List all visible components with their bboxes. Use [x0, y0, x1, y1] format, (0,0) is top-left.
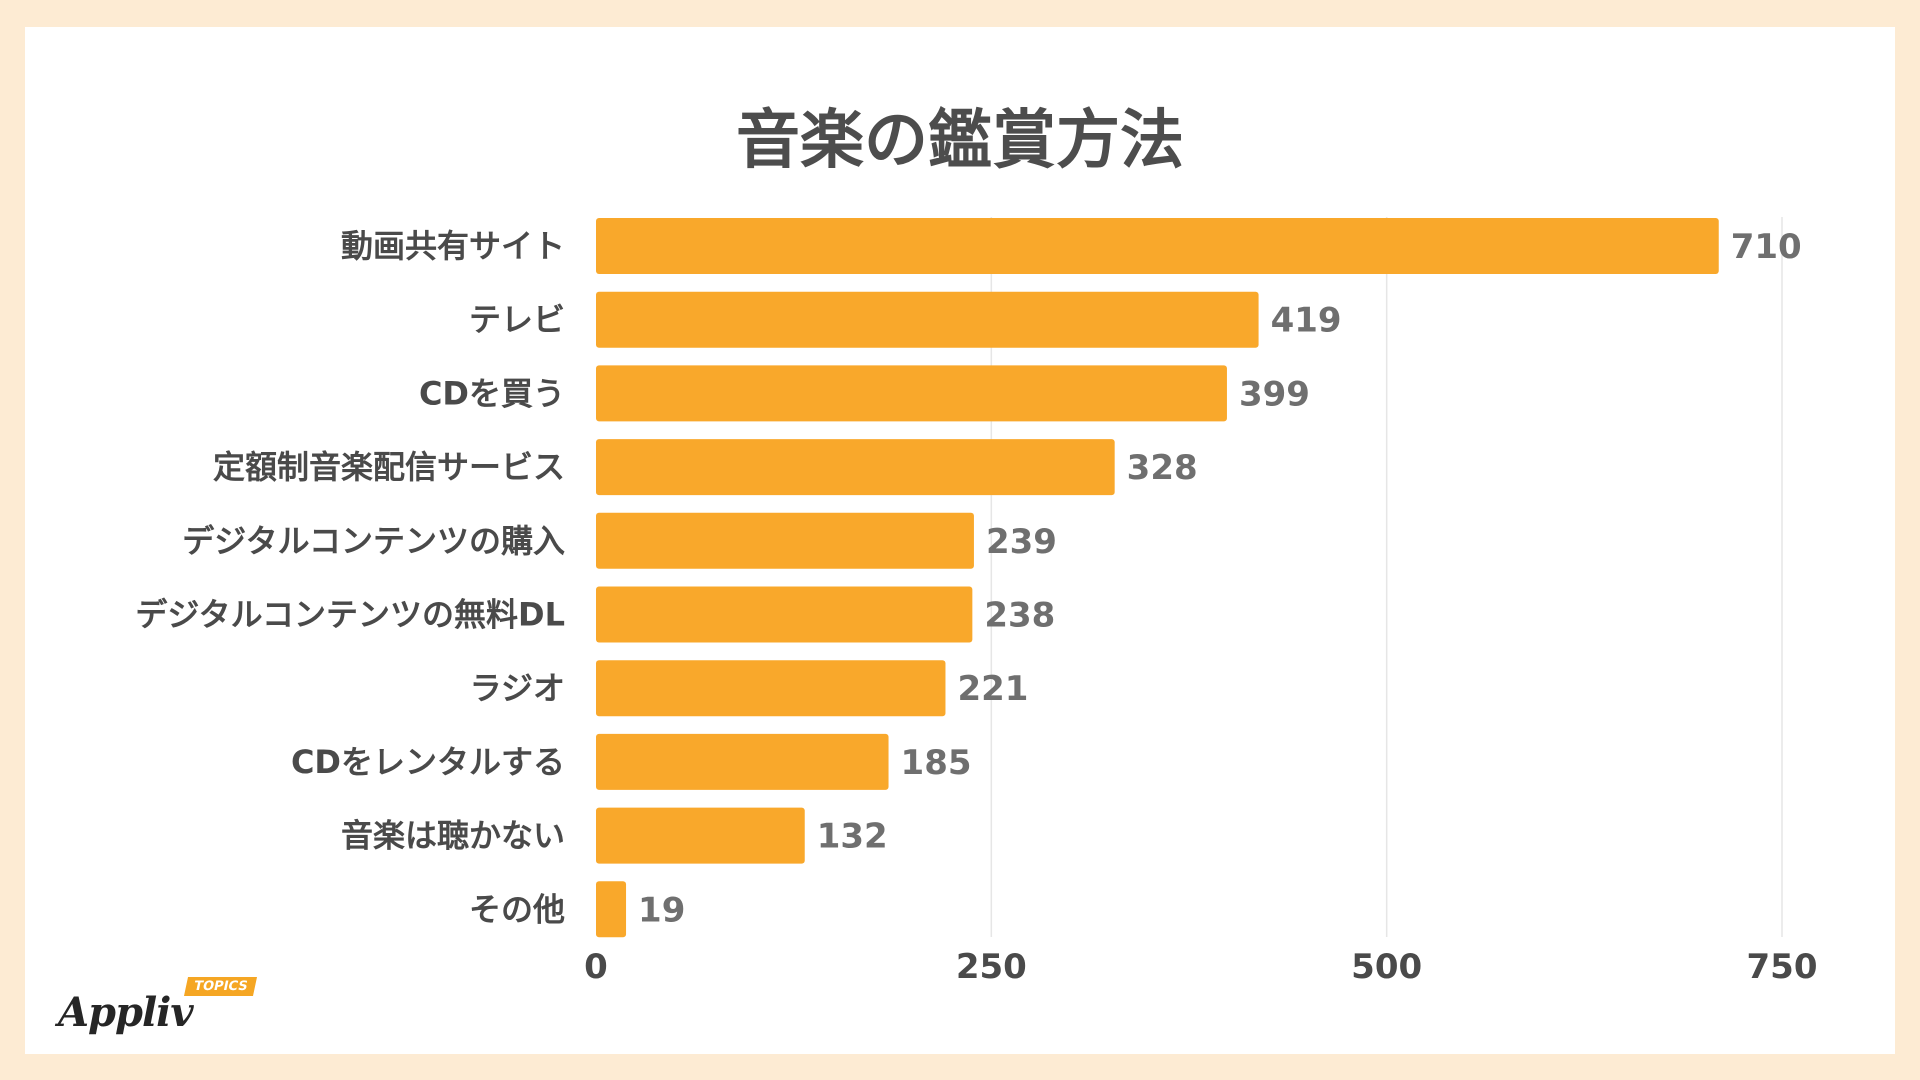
- x-tick-label: 250: [956, 947, 1027, 987]
- category-label: CDを買う: [419, 374, 565, 412]
- logo-topics-tag: TOPICS: [183, 977, 258, 996]
- bar: [596, 807, 805, 864]
- value-label: 132: [817, 817, 888, 857]
- value-label: 221: [957, 669, 1028, 709]
- category-label: CDをレンタルする: [291, 743, 565, 781]
- category-label: 動画共有サイト: [341, 227, 565, 265]
- x-axis-ticks: 0 250 500 750: [584, 947, 1817, 987]
- bar: [596, 586, 973, 643]
- category-label: テレビ: [469, 301, 565, 339]
- bar: [596, 881, 627, 938]
- bar: [596, 512, 974, 569]
- x-tick-label: 750: [1747, 947, 1818, 987]
- value-label: 710: [1731, 227, 1802, 267]
- chart-panel: 音楽の鑑賞方法 動画共有サイトテレビ CDを買う定額制音楽配信サービスデジタルコン…: [25, 27, 1895, 1054]
- value-label: 185: [901, 743, 972, 783]
- value-label: 239: [986, 522, 1057, 562]
- bar: [596, 733, 889, 790]
- appliv-topics-logo: Appliv TOPICS: [58, 977, 258, 1047]
- category-label: その他: [469, 890, 565, 928]
- value-labels: 710 419 399 328 239 238 221 185 132 19: [638, 227, 1802, 930]
- chart-title: 音楽の鑑賞方法: [736, 104, 1184, 178]
- logo-wordmark: Appliv: [58, 989, 194, 1036]
- category-label: ラジオ: [470, 669, 565, 707]
- bar: [596, 660, 946, 717]
- category-label: 音楽は聴かない: [341, 817, 565, 855]
- value-label: 238: [984, 596, 1055, 636]
- x-tick-label: 500: [1351, 947, 1422, 987]
- x-tick-label: 0: [584, 947, 608, 987]
- bar: [596, 291, 1259, 348]
- bar: [596, 365, 1227, 422]
- bar: [596, 218, 1719, 274]
- category-label: 定額制音楽配信サービス: [213, 448, 565, 486]
- category-label: デジタルコンテンツの購入: [182, 522, 565, 560]
- bars: [596, 218, 1719, 938]
- bar: [596, 439, 1115, 496]
- value-label: 328: [1127, 448, 1198, 488]
- category-label: デジタルコンテンツの無料DL: [135, 596, 565, 634]
- value-label: 19: [638, 890, 685, 930]
- value-label: 399: [1239, 374, 1310, 414]
- value-label: 419: [1271, 301, 1342, 341]
